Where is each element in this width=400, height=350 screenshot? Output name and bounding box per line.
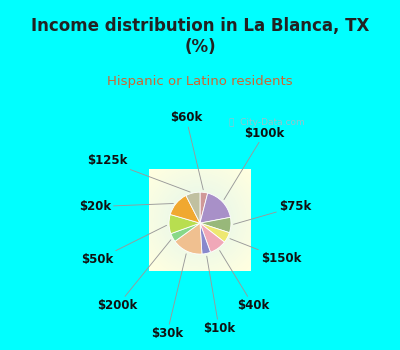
Text: Income distribution in La Blanca, TX
(%): Income distribution in La Blanca, TX (%) [31, 17, 369, 56]
Text: $200k: $200k [98, 240, 171, 312]
Text: Hispanic or Latino residents: Hispanic or Latino residents [107, 75, 293, 88]
Text: $75k: $75k [234, 200, 311, 224]
Wedge shape [171, 223, 200, 241]
Text: $40k: $40k [220, 251, 270, 312]
Wedge shape [200, 193, 230, 223]
Wedge shape [169, 215, 200, 233]
Text: $20k: $20k [79, 200, 173, 213]
Text: $50k: $50k [81, 225, 166, 266]
Wedge shape [200, 223, 224, 252]
Wedge shape [200, 192, 208, 223]
Wedge shape [200, 223, 230, 242]
Text: ⓘ  City-Data.com: ⓘ City-Data.com [229, 118, 305, 127]
Wedge shape [200, 223, 210, 254]
Text: $125k: $125k [87, 154, 190, 192]
Text: $60k: $60k [170, 111, 203, 190]
Text: $10k: $10k [203, 256, 235, 335]
Text: $30k: $30k [151, 254, 186, 340]
Text: $100k: $100k [224, 127, 285, 200]
Wedge shape [175, 223, 202, 254]
Wedge shape [200, 217, 231, 233]
Text: $150k: $150k [230, 239, 301, 265]
Wedge shape [170, 196, 200, 223]
Wedge shape [186, 192, 200, 223]
